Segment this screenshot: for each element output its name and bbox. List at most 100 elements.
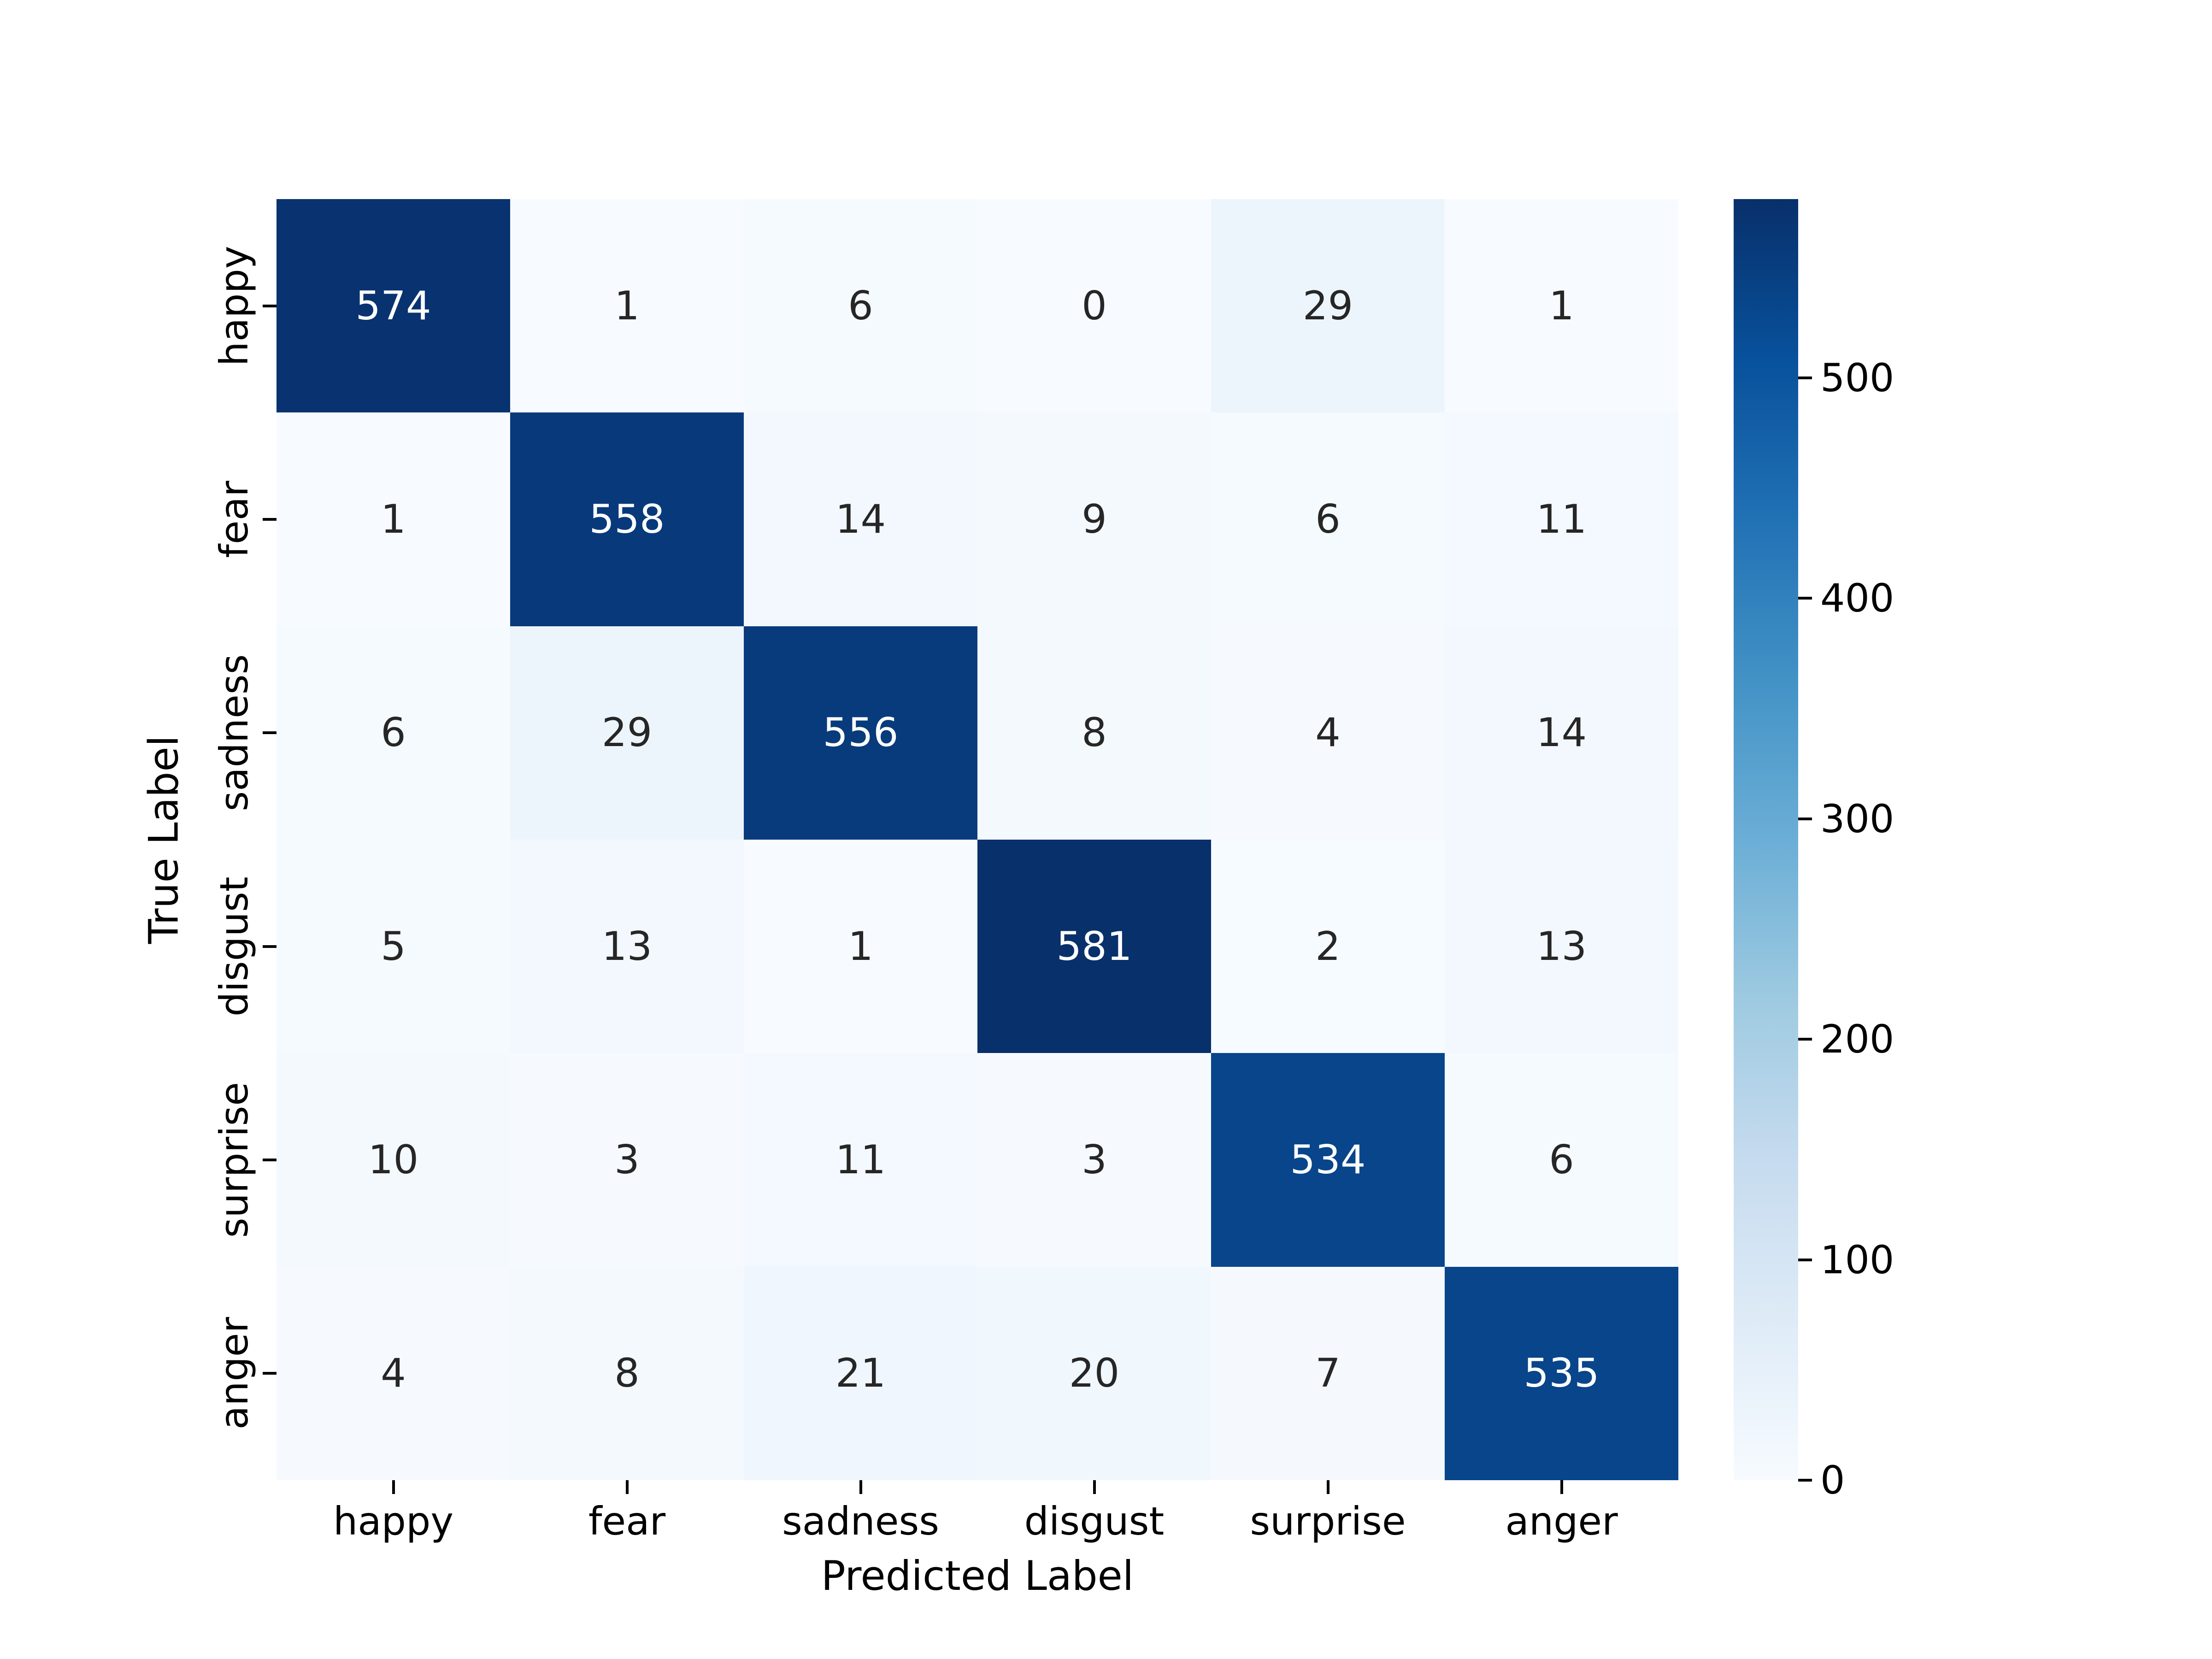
- colorbar-tick-mark: [1798, 1038, 1812, 1041]
- y-tick-label: disgust: [212, 876, 257, 1017]
- cell-value: 534: [1290, 1136, 1366, 1183]
- y-tick-mark: [263, 731, 276, 735]
- y-tick-mark: [263, 304, 276, 307]
- heatmap-cell: 574: [276, 199, 510, 413]
- heatmap-cell: 3: [510, 1053, 744, 1267]
- cell-value: 13: [601, 923, 653, 970]
- y-tick-label: sadness: [212, 654, 257, 812]
- heatmap-cell: 534: [1211, 1053, 1445, 1267]
- heatmap-cell: 556: [744, 626, 977, 840]
- x-tick-label: anger: [1505, 1499, 1618, 1544]
- x-tick-label: happy: [333, 1499, 454, 1544]
- y-tick-mark: [263, 945, 276, 948]
- colorbar-tick-label: 400: [1820, 576, 1894, 621]
- cell-value: 11: [1536, 496, 1587, 542]
- y-tick-mark: [263, 1159, 276, 1161]
- x-tick-mark: [1560, 1480, 1563, 1494]
- colorbar-tick-label: 100: [1820, 1237, 1894, 1282]
- colorbar-tick-mark: [1798, 817, 1812, 820]
- heatmap-cell: 1: [744, 840, 977, 1053]
- colorbar-tick-mark: [1798, 1479, 1812, 1482]
- y-tick-label: fear: [212, 481, 257, 558]
- heatmap-cell: 14: [744, 412, 977, 626]
- cell-value: 7: [1315, 1350, 1341, 1397]
- cell-value: 6: [381, 710, 406, 756]
- x-tick-label: sadness: [782, 1499, 940, 1544]
- x-tick-label: fear: [588, 1499, 666, 1544]
- x-tick-mark: [1093, 1480, 1096, 1494]
- cell-value: 535: [1524, 1350, 1600, 1397]
- heatmap-cell: 6: [744, 199, 977, 413]
- heatmap-cell: 581: [977, 840, 1211, 1053]
- colorbar-tick-mark: [1798, 376, 1812, 379]
- heatmap-cell: 14: [1445, 626, 1678, 840]
- heatmap-cell: 13: [1445, 840, 1678, 1053]
- cell-value: 6: [1549, 1136, 1574, 1183]
- heatmap-cell: 6: [276, 626, 510, 840]
- cell-value: 14: [1536, 710, 1587, 756]
- heatmap-cell: 21: [744, 1266, 977, 1480]
- heatmap-cell: 558: [510, 412, 744, 626]
- heatmap-cell: 7: [1211, 1266, 1445, 1480]
- cell-value: 4: [1315, 710, 1341, 756]
- heatmap-cell: 20: [977, 1266, 1211, 1480]
- heatmap-cell: 1: [1445, 199, 1678, 413]
- colorbar-tick-mark: [1798, 1258, 1812, 1261]
- y-tick-mark: [263, 518, 276, 521]
- cell-value: 581: [1056, 923, 1132, 970]
- x-tick-mark: [859, 1480, 862, 1494]
- cell-value: 3: [614, 1136, 640, 1183]
- cell-value: 8: [614, 1350, 640, 1397]
- cell-value: 29: [601, 710, 653, 756]
- heatmap-cell: 9: [977, 412, 1211, 626]
- y-tick-label: happy: [212, 246, 257, 366]
- cell-value: 1: [1549, 282, 1574, 329]
- cell-value: 9: [1082, 496, 1107, 542]
- heatmap-cell: 4: [1211, 626, 1445, 840]
- y-tick-label: anger: [212, 1317, 257, 1430]
- colorbar-tick-label: 300: [1820, 796, 1894, 841]
- heatmap-cell: 8: [510, 1266, 744, 1480]
- x-tick-mark: [1326, 1480, 1330, 1494]
- cell-value: 21: [835, 1350, 886, 1397]
- heatmap-cell: 3: [977, 1053, 1211, 1267]
- heatmap-cell: 6: [1445, 1053, 1678, 1267]
- cell-value: 4: [381, 1350, 406, 1397]
- heatmap-cell: 1: [276, 412, 510, 626]
- x-axis-label: Predicted Label: [821, 1552, 1134, 1600]
- colorbar-tick-label: 0: [1820, 1458, 1845, 1503]
- cell-value: 2: [1315, 923, 1341, 970]
- heatmap-cell: 4: [276, 1266, 510, 1480]
- heatmap-cell: 2: [1211, 840, 1445, 1053]
- heatmap: 574 1 6 0 29 1 1 558 14 9 6 11 6 29 556 8 4 14 5 13 1 581 2 13 1…: [276, 199, 1678, 1480]
- colorbar-tick-mark: [1798, 597, 1812, 600]
- y-tick-label: surprise: [212, 1082, 257, 1238]
- cell-value: 20: [1069, 1350, 1120, 1397]
- cell-value: 29: [1302, 282, 1353, 329]
- heatmap-cell: 11: [744, 1053, 977, 1267]
- heatmap-cell: 11: [1445, 412, 1678, 626]
- cell-value: 13: [1536, 923, 1587, 970]
- y-axis-label: True Label: [140, 735, 188, 944]
- cell-value: 10: [368, 1136, 419, 1183]
- heatmap-cell: 29: [1211, 199, 1445, 413]
- x-tick-mark: [392, 1480, 395, 1494]
- cell-value: 558: [589, 496, 665, 542]
- x-tick-label: surprise: [1250, 1499, 1406, 1544]
- cell-value: 3: [1082, 1136, 1107, 1183]
- heatmap-cell: 29: [510, 626, 744, 840]
- cell-value: 574: [355, 282, 431, 329]
- colorbar: [1734, 199, 1798, 1480]
- cell-value: 1: [614, 282, 640, 329]
- heatmap-cell: 5: [276, 840, 510, 1053]
- cell-value: 0: [1082, 282, 1107, 329]
- cell-value: 556: [823, 710, 899, 756]
- cell-value: 11: [835, 1136, 886, 1183]
- heatmap-cell: 1: [510, 199, 744, 413]
- cell-value: 1: [848, 923, 873, 970]
- heatmap-cell: 10: [276, 1053, 510, 1267]
- cell-value: 5: [381, 923, 406, 970]
- cell-value: 8: [1082, 710, 1107, 756]
- cell-value: 1: [381, 496, 406, 542]
